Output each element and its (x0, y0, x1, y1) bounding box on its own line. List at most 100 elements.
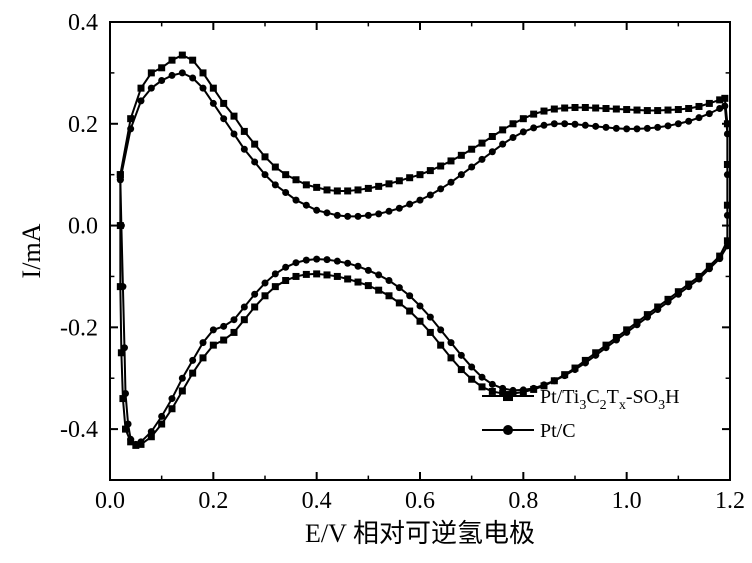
marker-square (179, 387, 186, 394)
marker-square (582, 104, 589, 111)
x-tick-label: 1.0 (612, 488, 642, 514)
marker-square (231, 113, 238, 120)
marker-circle (665, 122, 672, 129)
marker-square (510, 120, 517, 127)
marker-circle (685, 118, 692, 125)
marker-circle (406, 292, 413, 299)
marker-circle (427, 314, 434, 321)
marker-circle (262, 280, 269, 287)
marker-circle (313, 256, 320, 263)
marker-circle (479, 374, 486, 381)
marker-square (479, 140, 486, 147)
marker-circle (127, 125, 134, 132)
marker-circle (675, 120, 682, 127)
marker-circle (530, 385, 537, 392)
marker-circle (468, 164, 475, 171)
marker-circle (138, 97, 145, 104)
marker-square (675, 106, 682, 113)
marker-circle (724, 171, 731, 178)
marker-circle (282, 189, 289, 196)
marker-square (520, 115, 527, 122)
marker-square (158, 64, 165, 71)
marker-square (148, 69, 155, 76)
marker-square (303, 271, 310, 278)
marker-square (251, 303, 258, 310)
marker-circle (613, 337, 620, 344)
marker-circle (189, 357, 196, 364)
marker-circle (724, 242, 731, 249)
marker-square (282, 171, 289, 178)
marker-square (220, 337, 227, 344)
marker-circle (530, 124, 537, 131)
marker-circle (200, 339, 207, 346)
marker-circle (458, 171, 465, 178)
marker-square (489, 388, 496, 395)
marker-circle (448, 339, 455, 346)
marker-circle (724, 130, 731, 137)
x-tick-label: 0.0 (95, 488, 125, 514)
marker-square (613, 106, 620, 113)
marker-square (448, 157, 455, 164)
marker-circle (241, 146, 248, 153)
marker-circle (313, 207, 320, 214)
marker-circle (724, 212, 731, 219)
marker-circle (365, 212, 372, 219)
marker-square (603, 105, 610, 112)
marker-circle (592, 123, 599, 130)
marker-square (293, 176, 300, 183)
marker-square (365, 185, 372, 192)
marker-square (282, 277, 289, 284)
marker-circle (324, 256, 331, 263)
marker-square (479, 383, 486, 390)
marker-circle (489, 148, 496, 155)
marker-circle (437, 185, 444, 192)
marker-square (417, 171, 424, 178)
marker-square (406, 308, 413, 315)
marker-circle (696, 275, 703, 282)
marker-circle (118, 222, 125, 229)
marker-square (530, 111, 537, 118)
marker-square (665, 107, 672, 114)
marker-square (313, 270, 320, 277)
marker-circle (582, 122, 589, 129)
marker-circle (148, 85, 155, 92)
marker-square (200, 69, 207, 76)
marker-square (448, 354, 455, 361)
marker-circle (644, 125, 651, 132)
marker-square (189, 370, 196, 377)
marker-square (138, 85, 145, 92)
marker-square (386, 292, 393, 299)
marker-circle (696, 114, 703, 121)
y-tick-label: -0.4 (60, 417, 98, 443)
marker-square (499, 126, 506, 133)
marker-circle (169, 72, 176, 79)
marker-square (251, 141, 258, 148)
marker-square (334, 187, 341, 194)
marker-square (303, 181, 310, 188)
marker-square (437, 342, 444, 349)
marker-circle (241, 303, 248, 310)
marker-square (417, 318, 424, 325)
marker-circle (654, 124, 661, 131)
x-tick-label: 0.4 (302, 488, 332, 514)
marker-circle (468, 364, 475, 371)
marker-circle (231, 130, 238, 137)
marker-circle (282, 264, 289, 271)
marker-circle (665, 298, 672, 305)
marker-circle (210, 326, 217, 333)
marker-circle (623, 125, 630, 132)
legend-marker-square (503, 391, 513, 401)
marker-square (685, 105, 692, 112)
y-tick-label: 0.2 (68, 112, 98, 138)
marker-circle (334, 258, 341, 265)
chart-container: 0.00.20.40.60.81.01.2-0.4-0.20.00.20.4E/… (0, 0, 752, 563)
marker-circle (158, 413, 165, 420)
marker-square (324, 271, 331, 278)
marker-circle (603, 344, 610, 351)
marker-circle (117, 176, 124, 183)
marker-circle (551, 120, 558, 127)
marker-circle (272, 181, 279, 188)
marker-circle (334, 212, 341, 219)
marker-circle (479, 156, 486, 163)
marker-circle (406, 201, 413, 208)
